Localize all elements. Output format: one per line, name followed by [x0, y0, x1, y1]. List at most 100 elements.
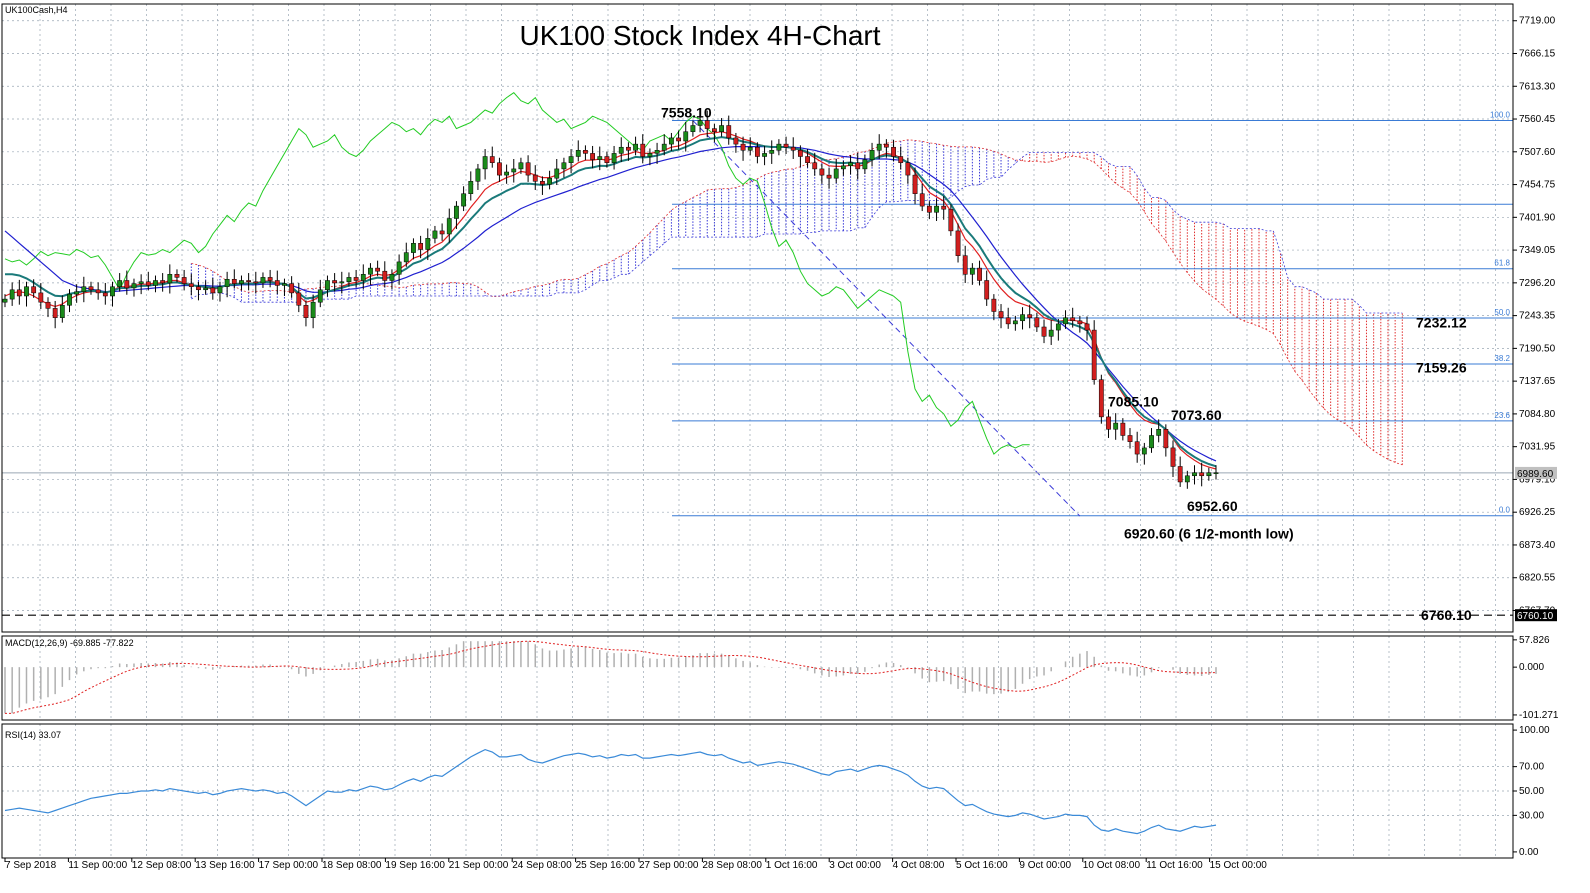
candle-body: [461, 193, 467, 207]
candle-body: [1141, 447, 1147, 455]
price-annotation: 7085.10: [1108, 394, 1159, 410]
rsi-tick-label: 50.00: [1519, 786, 1544, 797]
x-tick-label: 25 Sep 16:00: [576, 860, 636, 871]
candle-body: [303, 305, 309, 318]
candle-body: [819, 168, 825, 176]
candle-body: [38, 292, 44, 303]
rsi-tick-label: 0.00: [1519, 847, 1539, 858]
candles: [2, 110, 1219, 489]
kijun-sen-line: [4, 146, 1217, 462]
candle-body: [676, 137, 681, 142]
macd-tick-label: 57.826: [1519, 635, 1550, 646]
candle-body: [260, 277, 266, 284]
current-price-box: [1515, 466, 1557, 479]
candle-body: [1027, 314, 1033, 318]
candle-body: [454, 205, 459, 219]
symbol-label: UK100Cash,H4: [5, 5, 68, 15]
fib-level-label: 50.0: [1494, 308, 1510, 317]
candle-body: [418, 243, 424, 250]
candle-body: [1077, 320, 1083, 325]
candle-body: [188, 283, 194, 287]
support-price-box: [1515, 609, 1557, 622]
candle-body: [647, 153, 653, 157]
fib-level-label: 23.6: [1494, 411, 1510, 420]
candle-body: [267, 277, 273, 281]
x-tick-label: 3 Oct 00:00: [829, 860, 881, 871]
y-tick-label: 7137.65: [1519, 376, 1556, 387]
candle-body: [396, 261, 402, 275]
price-annotation: 6760.10: [1421, 607, 1472, 623]
rsi-tick-label: 30.00: [1519, 810, 1544, 821]
candle-body: [1070, 317, 1076, 322]
candle-body: [425, 238, 431, 250]
x-tick-label: 4 Oct 08:00: [893, 860, 945, 871]
rsi-line: [4, 748, 1217, 835]
candle-body: [661, 143, 667, 151]
candle-body: [1156, 429, 1162, 436]
candle-body: [1005, 317, 1011, 325]
candle-body: [561, 162, 567, 170]
candle-body: [217, 286, 223, 294]
candle-body: [797, 150, 803, 157]
y-tick-label: 7666.15: [1519, 49, 1556, 60]
candle-body: [1184, 475, 1190, 483]
candle-body: [389, 274, 395, 281]
y-tick-label: 7243.35: [1519, 311, 1556, 322]
fib-level-label: 100.0: [1490, 110, 1511, 119]
x-tick-label: 27 Sep 00:00: [639, 860, 699, 871]
candle-body: [253, 281, 259, 284]
price-annotation: 7159.26: [1416, 360, 1467, 376]
candle-body: [167, 274, 173, 284]
candle-body: [317, 289, 323, 303]
candle-body: [203, 287, 209, 291]
fibonacci-levels: 100.0 61.8 50.0 38.2 23.6 0.0: [2, 110, 1513, 616]
candle-body: [1091, 329, 1097, 380]
candle-body: [102, 292, 108, 297]
candle-body: [905, 162, 911, 176]
candle-body: [16, 289, 22, 297]
candle-body: [124, 280, 130, 289]
y-tick-label: 6820.55: [1519, 573, 1556, 584]
candle-body: [597, 156, 603, 160]
y-tick-label: 7560.45: [1519, 114, 1556, 125]
x-tick-label: 5 Oct 16:00: [956, 860, 1008, 871]
candle-body: [325, 280, 330, 291]
y-tick-label: 7719.00: [1519, 16, 1556, 27]
x-tick-label: 10 Oct 08:00: [1083, 860, 1141, 871]
candle-body: [45, 301, 51, 309]
candle-body: [984, 280, 990, 300]
candle-body: [181, 277, 187, 284]
candle-body: [733, 137, 739, 145]
candle-body: [296, 292, 302, 306]
macd-tick-label: -101.271: [1519, 710, 1559, 721]
candle-body: [948, 208, 954, 232]
candle-body: [1113, 422, 1119, 430]
candle-body: [862, 159, 868, 170]
candle-body: [1170, 447, 1176, 467]
rsi-label: RSI(14) 33.07: [5, 730, 61, 740]
candle-body: [1106, 416, 1111, 430]
candle-body: [375, 267, 381, 272]
candle-body: [747, 146, 753, 151]
rsi-tick-label: 70.00: [1519, 762, 1544, 773]
annotations: 7558.10 7232.12 7159.26 7085.10 7073.60 6952.…: [661, 104, 1472, 623]
y-tick-label: 7613.30: [1519, 81, 1556, 92]
candle-body: [991, 298, 997, 312]
x-tick-label: 28 Sep 08:00: [702, 860, 762, 871]
candle-body: [489, 156, 495, 163]
x-tick-label: 19 Sep 16:00: [385, 860, 445, 871]
candle-body: [883, 143, 889, 148]
candle-body: [977, 267, 982, 281]
support-price-label: 6760.10: [1517, 611, 1554, 622]
candle-body: [669, 137, 674, 145]
candle-body: [153, 280, 158, 286]
candle-body: [2, 298, 8, 303]
x-tick-label: 15 Oct 00:00: [1210, 860, 1268, 871]
ichimoku-cloud: [190, 139, 1403, 466]
candle-body: [446, 218, 452, 235]
senkou-span-b-line: [191, 152, 1403, 314]
y-tick-label: 7084.80: [1519, 409, 1556, 420]
candle-body: [403, 252, 409, 263]
candle-body: [969, 267, 975, 275]
fib-level-label: 61.8: [1494, 259, 1510, 268]
